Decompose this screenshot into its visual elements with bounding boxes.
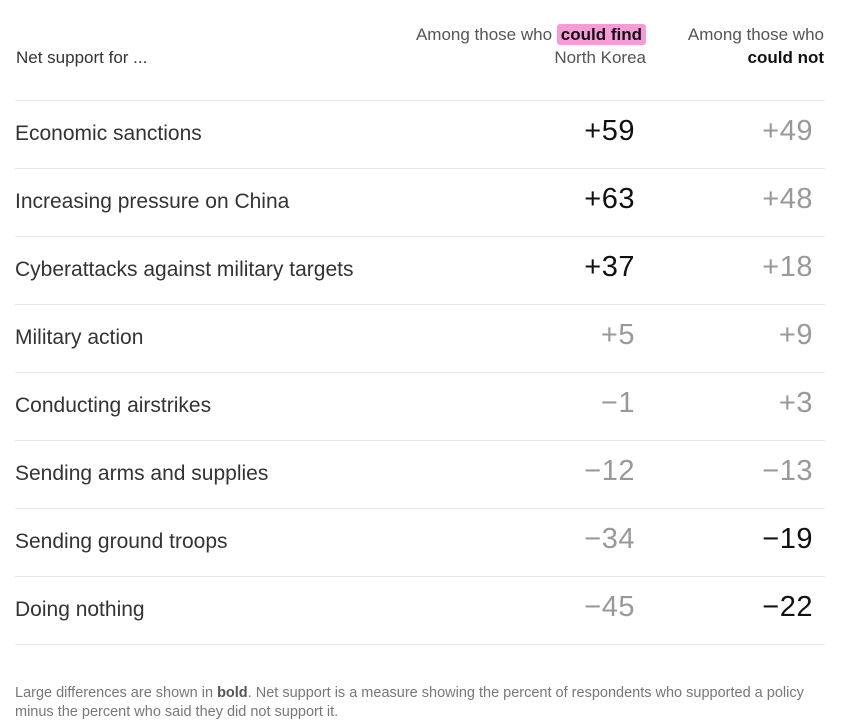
row-label: Cyberattacks against military targets [15, 258, 354, 281]
table-row: Military action +5 +9 [15, 305, 825, 373]
value-could-find: +63 [584, 183, 635, 215]
value-could-find: −45 [584, 591, 635, 623]
value-could-find: −34 [584, 523, 635, 555]
table-row: Sending arms and supplies −12 −13 [15, 441, 825, 509]
column-header-could-find: Among those who could find North Korea [346, 23, 646, 69]
value-could-not: −19 [762, 523, 813, 555]
row-label: Increasing pressure on China [15, 190, 290, 213]
support-table: Net support for ... Among those who coul… [15, 0, 825, 645]
table-body: Economic sanctions +59 +49 Increasing press… [15, 101, 825, 645]
table-row: Doing nothing −45 −22 [15, 577, 825, 645]
value-could-not: −22 [762, 591, 813, 623]
value-could-find: +37 [584, 251, 635, 283]
value-could-find: +5 [600, 319, 635, 351]
table-row: Conducting airstrikes −1 +3 [15, 373, 825, 441]
value-could-not: +48 [762, 183, 813, 215]
row-label: Conducting airstrikes [15, 394, 212, 417]
value-could-not: +49 [762, 115, 813, 147]
table-row: Economic sanctions +59 +49 [15, 101, 825, 169]
footnote-prefix: Large differences are shown in [15, 685, 218, 701]
value-could-not: +9 [778, 319, 813, 351]
column-header-north-korea: North Korea [554, 48, 646, 67]
value-could-find: +59 [584, 115, 635, 147]
row-label: Sending ground troops [15, 530, 228, 553]
column-header-prefix: Among those who [415, 25, 553, 44]
value-could-not: −13 [762, 455, 813, 487]
value-could-not: +18 [762, 251, 813, 283]
footnote: Large differences are shown in bold. Net… [15, 684, 830, 722]
footnote-bold-word: bold [217, 685, 248, 701]
net-support-label: Net support for ... [16, 48, 148, 67]
could-not-bold: could not [747, 48, 824, 67]
table-row: Cyberattacks against military targets +37… [15, 237, 825, 305]
footnote-suffix: . Net support is a measure showing the p… [15, 685, 804, 720]
value-could-find: −12 [584, 455, 635, 487]
row-label: Sending arms and supplies [15, 462, 269, 485]
table-row: Sending ground troops −34 −19 [15, 509, 825, 577]
table-row: Increasing pressure on China +63 +48 [15, 169, 825, 237]
column-header-could-not: Among those who could not [654, 23, 824, 69]
row-label: Military action [15, 326, 144, 349]
value-could-find: −1 [600, 387, 635, 419]
column-header-prefix-2: Among those who [687, 25, 824, 44]
row-label: Economic sanctions [15, 122, 202, 145]
table-header: Net support for ... Among those who coul… [15, 0, 825, 101]
row-label: Doing nothing [15, 598, 145, 621]
could-find-highlight: could find [556, 24, 646, 45]
value-could-not: +3 [778, 387, 813, 419]
